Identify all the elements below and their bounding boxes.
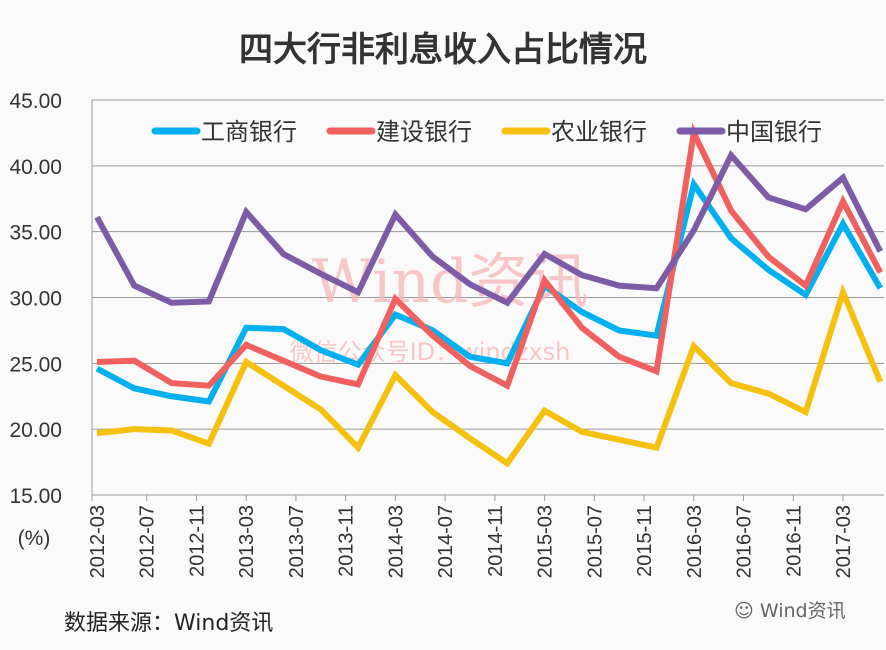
- y-tick-label: 45.00: [9, 90, 62, 113]
- x-tick-label: 2015-11: [634, 505, 656, 577]
- legend-label: 建设银行: [376, 118, 472, 146]
- x-tick-label: 2014-03: [385, 505, 407, 578]
- y-tick-label: 40.00: [9, 156, 62, 179]
- x-tick-label: 2012-03: [87, 505, 109, 578]
- x-tick-label: 2013-03: [236, 505, 258, 578]
- y-tick-label: 30.00: [9, 288, 62, 311]
- x-tick-label: 2016-03: [684, 505, 706, 578]
- x-tick-label: 2013-07: [286, 505, 308, 578]
- x-tick-label: 2012-07: [137, 505, 159, 578]
- y-tick-label: 25.00: [9, 353, 62, 376]
- x-tick-label: 2016-11: [783, 505, 805, 577]
- chart-title: 四大行非利息收入占比情况: [239, 30, 647, 70]
- legend-label: 农业银行: [551, 118, 647, 146]
- y-tick-label: 15.00: [9, 485, 62, 508]
- x-tick-label: 2017-03: [833, 505, 855, 578]
- x-tick-label: 2012-11: [186, 505, 208, 577]
- legend-label: 工商银行: [201, 118, 297, 146]
- data-source: 数据来源：Wind资讯: [64, 611, 274, 636]
- legend-label: 中国银行: [726, 118, 822, 146]
- series-line-3: [96, 283, 884, 468]
- y-axis-label: (%): [18, 527, 51, 550]
- x-tick-label: 2014-11: [485, 505, 507, 577]
- y-tick-label: 20.00: [9, 419, 62, 442]
- x-tick-label: 2014-07: [435, 505, 457, 578]
- x-tick-label: 2016-07: [734, 505, 756, 578]
- series-line-2: [96, 122, 883, 390]
- series-line-4: [94, 149, 883, 307]
- x-tick-label: 2013-11: [336, 505, 358, 577]
- wechat-logo: ☺ Wind资讯: [734, 596, 846, 623]
- logo-text: Wind资讯: [759, 600, 846, 622]
- wechat-icon: ☺: [734, 600, 754, 622]
- x-tick-label: 2015-07: [584, 505, 606, 578]
- x-tick-label: 2015-03: [535, 505, 557, 578]
- y-tick-label: 35.00: [9, 222, 62, 245]
